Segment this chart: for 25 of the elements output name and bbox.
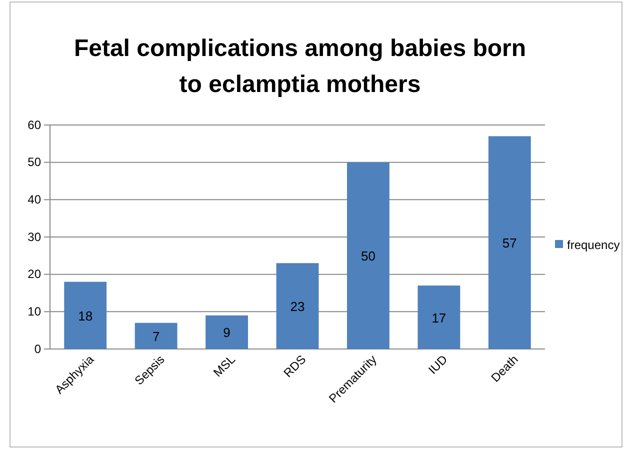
- data-label: 23: [290, 299, 305, 314]
- bar: [347, 162, 390, 349]
- y-tick-label: 20: [28, 267, 42, 282]
- data-label: 7: [152, 328, 160, 344]
- data-label: 57: [502, 236, 517, 251]
- x-tick-label: IUD: [426, 352, 450, 377]
- data-label: 9: [223, 325, 230, 340]
- bar: [418, 286, 460, 349]
- chart-title: Fetal complications among babies born to eclamptia mothers: [74, 35, 526, 98]
- data-label: 17: [432, 310, 446, 326]
- y-tick-label: 0: [34, 342, 42, 356]
- y-tick-label: 60: [28, 118, 42, 132]
- y-tick-label: 30: [28, 230, 42, 244]
- legend-label: frequency: [567, 238, 620, 252]
- bar: [134, 322, 178, 349]
- bar: [276, 263, 319, 349]
- y-tick-label: 10: [28, 304, 42, 319]
- bar: [206, 315, 248, 349]
- y-tick-label: 50: [28, 155, 42, 170]
- data-label: 50: [360, 248, 376, 264]
- x-tick-label: MSL: [210, 352, 238, 380]
- bar: [64, 282, 107, 349]
- y-tick-label: 40: [28, 192, 42, 207]
- bar: [488, 136, 531, 349]
- data-label: 18: [78, 308, 93, 324]
